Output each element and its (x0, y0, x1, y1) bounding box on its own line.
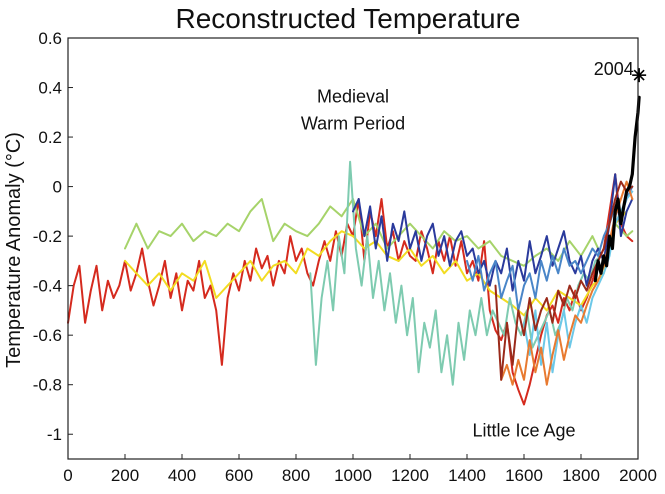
x-tick-label-1: 200 (111, 466, 139, 485)
x-tick-label-6: 1200 (391, 466, 429, 485)
y-axis-label: Temperature Anomaly (°C) (3, 132, 25, 368)
annotation-layer: Medieval Warm Period Little Ice Age 2004 (301, 59, 647, 441)
x-tick-label-7: 1400 (448, 466, 486, 485)
y-tick-label-6: -0.6 (33, 326, 62, 345)
series-line-4 (352, 173, 634, 292)
star-marker (632, 68, 647, 83)
y-tick-label-7: -0.8 (33, 376, 62, 395)
x-tick-label-2: 400 (168, 466, 196, 485)
y-tick-label-8: -1 (47, 425, 62, 444)
series-line-5 (466, 185, 634, 312)
y-tick-label-5: -0.4 (33, 277, 62, 296)
y-tick-label-1: 0.4 (38, 79, 62, 98)
star-marker-stroke-3 (633, 69, 645, 81)
series-layer (67, 95, 641, 406)
annotation-2: Little Ice Age (472, 421, 575, 441)
x-tick-label-8: 1600 (505, 466, 543, 485)
x-tick-label-9: 1800 (562, 466, 600, 485)
tick-layer: 0 200 400 600 800 1000 1200 1400 1600 1800 2000 0.6… (33, 29, 657, 485)
x-tick-label-0: 0 (63, 466, 72, 485)
y-tick-label-2: 0.2 (38, 128, 62, 147)
annotation-0: Medieval (317, 86, 389, 106)
x-tick-label-3: 600 (225, 466, 253, 485)
y-tick-label-3: 0 (53, 178, 62, 197)
x-tick-label-5: 1000 (334, 466, 372, 485)
chart-title: Reconstructed Temperature (176, 3, 521, 34)
x-tick-label-4: 800 (282, 466, 310, 485)
x-tick-label-10: 2000 (619, 466, 657, 485)
series-line-1 (124, 198, 634, 267)
series-line-0 (67, 173, 634, 406)
series-line-8 (494, 180, 634, 381)
series-line-9 (593, 95, 641, 283)
annotation-1: Warm Period (301, 114, 405, 134)
annotation-3: 2004 (594, 59, 634, 79)
y-tick-label-0: 0.6 (38, 29, 62, 48)
y-tick-label-4: -0.2 (33, 227, 62, 246)
